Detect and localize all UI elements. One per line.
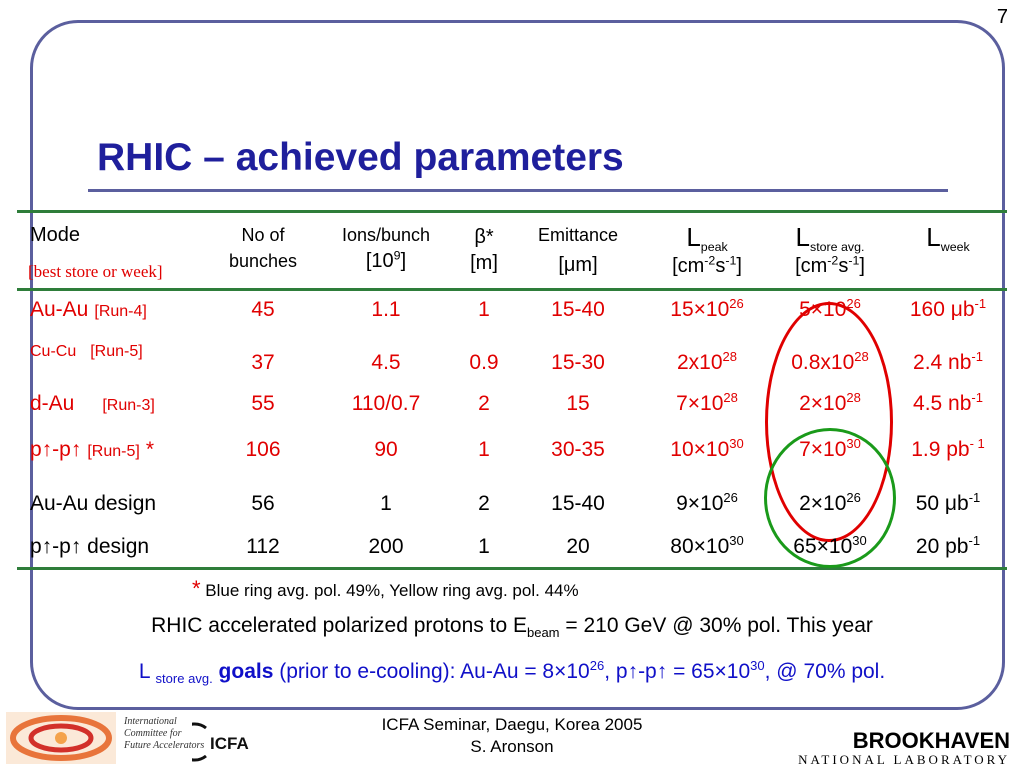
header-mode: Mode	[30, 224, 81, 246]
cell-l-store: 0.8x1028	[791, 349, 869, 374]
slide-title: RHIC – achieved parameters	[97, 136, 624, 179]
cell-ions: 4.5	[371, 351, 401, 374]
cell-l-week: 2.4 nb-1	[913, 349, 983, 374]
cell-bunches: 55	[251, 392, 275, 415]
cell-emittance: 30-35	[551, 438, 605, 461]
cell-l-peak: 9×1026	[676, 490, 738, 515]
highlight-green-ellipse	[764, 428, 896, 568]
cell-l-week: 160 μb-1	[909, 296, 987, 321]
header-bunches: No of bunches	[228, 225, 298, 271]
cell-l-store: 7×1030	[799, 436, 861, 461]
cell-ions: 90	[374, 438, 398, 461]
cell-l-week: 1.9 pb- 1	[911, 436, 985, 461]
cell-emittance: 15-30	[551, 351, 605, 374]
cell-beta: 1	[478, 438, 490, 461]
cell-beta: 2	[478, 392, 490, 415]
title-underline	[88, 189, 948, 192]
header-l-peak: Lpeak [cm-2s-1]	[672, 222, 742, 277]
header-beta-star: β* [m]	[470, 226, 498, 274]
statement-line-2: L store avg. goals (prior to e-cooling):…	[138, 658, 886, 687]
cell-emittance: 15-40	[551, 492, 605, 515]
brookhaven-logo: BROOKHAVEN NATIONAL LABORATORY	[798, 728, 1010, 768]
cell-mode: p↑-p↑ design	[30, 535, 150, 558]
cell-l-store: 2×1028	[799, 390, 861, 415]
cell-l-week: 50 μb-1	[915, 490, 981, 515]
cell-beta: 1	[478, 535, 490, 558]
cell-l-store: 2×1026	[799, 490, 861, 515]
header-emittance: Emittance [μm]	[537, 225, 619, 276]
cell-beta: 2	[478, 492, 490, 515]
cell-emittance: 20	[566, 535, 590, 558]
cell-ions: 110/0.7	[351, 392, 421, 415]
cell-bunches: 37	[251, 351, 275, 374]
cell-l-store: 65×1030	[793, 533, 867, 558]
cell-l-peak: 2x1028	[676, 349, 738, 374]
header-ions-per-bunch: Ions/bunch [109]	[341, 225, 431, 272]
header-mode-note: [best store or week]	[28, 262, 163, 281]
cell-emittance: 15	[566, 392, 590, 415]
cell-bunches: 106	[245, 438, 281, 461]
table-header-rule	[17, 288, 1007, 291]
cell-mode: Au-Au [Run-4]	[30, 298, 147, 321]
cell-beta: 0.9	[469, 351, 499, 374]
cell-mode: Au-Au design	[30, 492, 157, 515]
cell-bunches: 45	[251, 298, 275, 321]
orange-swirl-logo	[6, 712, 116, 764]
table-bottom-rule	[17, 567, 1007, 570]
icfa-logo-text: ICFA	[210, 734, 249, 753]
cell-emittance: 15-40	[551, 298, 605, 321]
cell-l-peak: 10×1030	[670, 436, 744, 461]
cell-beta: 1	[478, 298, 490, 321]
footnote: * Blue ring avg. pol. 49%, Yellow ring a…	[192, 576, 579, 601]
statement-line-1: RHIC accelerated polarized protons to Eb…	[151, 614, 873, 641]
footer-text: ICFA Seminar, Daegu, Korea 2005 S. Arons…	[381, 715, 643, 756]
cell-l-week: 20 pb-1	[915, 533, 981, 558]
header-l-week: Lweek	[926, 222, 970, 254]
cell-bunches: 112	[246, 535, 280, 558]
table-top-rule	[17, 210, 1007, 213]
cell-ions: 200	[368, 535, 404, 558]
cell-ions: 1.1	[371, 298, 401, 321]
cell-bunches: 56	[251, 492, 275, 515]
cell-mode: Cu-Cu [Run-5]	[30, 343, 143, 360]
icfa-caption: International Committee for Future Acceler…	[124, 716, 205, 751]
page-number: 7	[996, 6, 1008, 28]
brookhaven-wordmark: BROOKHAVEN	[852, 728, 1010, 753]
cell-l-peak: 7×1028	[676, 390, 738, 415]
cell-mode: p↑-p↑ [Run-5] *	[30, 438, 155, 461]
cell-l-peak: 80×1030	[670, 533, 744, 558]
cell-l-peak: 15×1026	[670, 296, 744, 321]
icfa-logo: ICFA	[192, 722, 249, 762]
header-l-store-avg: Lstore avg. [cm-2s-1]	[795, 222, 865, 277]
cell-l-store: 5×1026	[799, 296, 861, 321]
cell-ions: 1	[380, 492, 392, 515]
national-laboratory-wordmark: NATIONAL LABORATORY	[798, 752, 1010, 767]
cell-l-week: 4.5 nb-1	[913, 390, 983, 415]
cell-mode: d-Au [Run-3]	[30, 392, 155, 415]
